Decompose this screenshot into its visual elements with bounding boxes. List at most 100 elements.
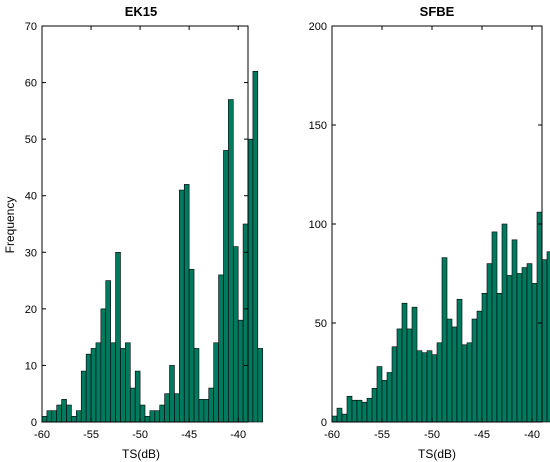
sfbe-bar [516, 273, 523, 423]
sfbe-bar [506, 275, 513, 423]
sfbe-x-tick-label: -50 [424, 429, 440, 441]
sfbe-bar [431, 354, 438, 423]
sfbe-bar [456, 298, 463, 423]
sfbe-bar [521, 267, 528, 423]
sfbe-x-tick-label: -45 [474, 429, 490, 441]
ek15-bar [203, 399, 210, 423]
ek15-bar [169, 365, 175, 423]
sfbe-bar [436, 342, 443, 423]
ek15-bar [80, 370, 87, 423]
ek15-y-axis-label: Frequency [3, 197, 17, 254]
ek15-bar [61, 399, 67, 423]
ek15-axes-box [41, 25, 249, 423]
ek15-bar [257, 348, 264, 423]
ek15-y-tick-label: 30 [25, 247, 37, 259]
ek15-x-tick-label: -55 [83, 429, 99, 441]
sfbe-bar [406, 328, 413, 423]
sfbe-x-tick-label: -40 [524, 429, 540, 441]
sfbe-bar [496, 292, 503, 423]
sfbe-bar [541, 259, 548, 423]
ek15-bar [159, 404, 165, 423]
ek15-bar [208, 387, 214, 423]
ek15-bar [46, 410, 53, 423]
sfbe-x-tick-label: -60 [324, 429, 340, 441]
ek15-bar [144, 416, 151, 423]
sfbe-y-tick-label: 50 [315, 318, 327, 330]
sfbe-bar [366, 397, 373, 423]
sfbe-bar [461, 344, 468, 423]
ek15-bar [149, 410, 156, 423]
sfbe-bar [401, 302, 408, 423]
sfbe-bar [416, 350, 423, 423]
ek15-title: EK15 [125, 4, 158, 19]
ek15-bar [120, 348, 126, 423]
ek15-bar [188, 268, 195, 423]
sfbe-bar [336, 407, 343, 423]
ek15-bar [125, 342, 131, 423]
sfbe-bar [391, 346, 398, 423]
ek15-x-tick-label: -50 [132, 429, 148, 441]
ek15-bar [174, 393, 180, 423]
ek15-bar [232, 246, 239, 423]
sfbe-bar [331, 415, 338, 423]
sfbe-bar [491, 231, 498, 423]
ek15-bar [228, 99, 234, 423]
sfbe-title: SFBE [420, 4, 455, 19]
ek15-bar [193, 348, 200, 423]
ek15-bar [90, 348, 97, 423]
sfbe-bar [396, 328, 403, 423]
ek15-y-tick-label: 70 [25, 21, 37, 33]
ek15-x-tick-label: -40 [230, 429, 246, 441]
sfbe-x-tick-label: -55 [374, 429, 390, 441]
ek15-bar [100, 308, 107, 423]
ek15-y-tick-label: 20 [25, 304, 37, 316]
sfbe-bar [386, 372, 393, 423]
ek15-x-tick-label: -60 [34, 429, 50, 441]
sfbe-bar [531, 283, 538, 423]
ek15-bar [56, 404, 62, 423]
ek15-bar [105, 280, 111, 423]
sfbe-bar [341, 413, 348, 423]
sfbe-bar [466, 342, 473, 423]
sfbe-bar [476, 310, 483, 423]
ek15-bar [110, 342, 116, 423]
sfbe-y-tick-label: 100 [309, 219, 327, 231]
ek15-y-tick-label: 60 [25, 78, 37, 90]
ek15-bar [237, 319, 244, 423]
sfbe-bar [536, 211, 543, 423]
sfbe-bar [451, 326, 458, 423]
ek15-bar [71, 416, 77, 423]
sfbe-y-tick-label: 0 [321, 417, 327, 429]
ek15-bar [247, 138, 254, 423]
sfbe-bar [471, 318, 478, 423]
sfbe-bar [376, 366, 383, 423]
sfbe-x-axis-label: TS(dB) [418, 447, 456, 461]
ek15-bar [66, 404, 72, 423]
ek15-bar [129, 387, 136, 423]
sfbe-bar [501, 223, 508, 423]
sfbe-bar [371, 388, 378, 423]
ek15-y-tick-label: 10 [25, 360, 37, 372]
ek15-x-axis-label: TS(dB) [122, 447, 160, 461]
ek15-bar [76, 410, 82, 423]
ek15-panel: EK15 -60 -55 -50 -45 -40 0 10 20 30 40 50 60 70 TS(d… [3, 4, 264, 461]
sfbe-bar [481, 292, 488, 423]
ek15-x-tick-label: -45 [181, 429, 197, 441]
ek15-bar [95, 342, 102, 423]
ek15-bar [154, 410, 161, 423]
sfbe-bar [421, 352, 428, 423]
sfbe-bar [441, 257, 448, 423]
ek15-bar [218, 274, 224, 423]
ek15-y-tick-label: 50 [25, 134, 37, 146]
ek15-y-tick-label: 0 [31, 417, 37, 429]
sfbe-bar [526, 263, 533, 423]
sfbe-bar [346, 395, 353, 423]
sfbe-plot-area: -60 -55 -50 -45 -40 0 50 100 150 200 [309, 21, 550, 441]
ek15-bar [85, 353, 92, 423]
sfbe-bar [426, 350, 433, 423]
sfbe-bar [361, 401, 368, 423]
sfbe-bar [356, 399, 363, 423]
ek15-bar [134, 370, 141, 423]
ek15-bar [51, 410, 58, 423]
